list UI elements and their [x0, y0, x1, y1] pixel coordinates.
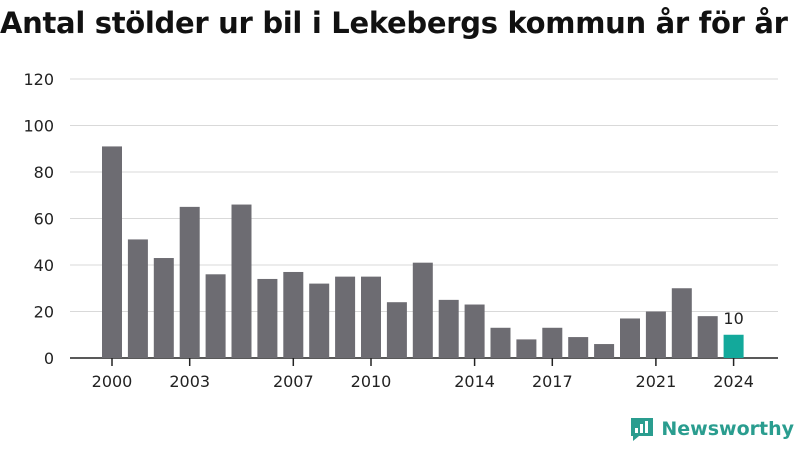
brand-name: Newsworthy [661, 418, 794, 440]
brand-footer: Newsworthy [629, 414, 794, 444]
x-tick-label: 2010 [351, 372, 392, 391]
y-tick-label: 120 [23, 70, 54, 89]
bar-2004 [205, 274, 226, 358]
bar-2020 [620, 318, 640, 358]
bar-2014 [464, 304, 485, 358]
bar-2022 [671, 288, 692, 358]
y-tick-label: 40 [34, 256, 54, 275]
bar-2001 [127, 239, 148, 358]
y-axis-ticks: 0 20 40 60 80 100 120 [23, 70, 54, 368]
bar-2003 [179, 206, 200, 358]
x-tick-label: 2024 [713, 372, 754, 391]
bar-2023 [697, 316, 718, 358]
y-tick-label: 20 [34, 303, 54, 322]
y-tick-label: 0 [44, 349, 54, 368]
bar-2009 [335, 276, 356, 358]
bar-2008 [309, 283, 330, 358]
x-tick-label: 2017 [532, 372, 573, 391]
y-tick-label: 60 [34, 210, 54, 229]
data-label-2024: 10 [723, 309, 743, 328]
bars [102, 146, 744, 358]
bar-2024 [723, 334, 744, 358]
bar-2010 [361, 276, 381, 358]
bar-2005 [231, 204, 252, 358]
bar-2012 [412, 262, 433, 358]
newsworthy-logo-icon [631, 418, 654, 441]
bar-2015 [490, 327, 511, 358]
bar-2019 [594, 344, 615, 358]
x-axis-ticks: 2000 2003 2007 2010 2014 2017 2021 2024 [92, 358, 754, 391]
x-tick-label: 2007 [273, 372, 314, 391]
bar-2017 [542, 327, 563, 358]
bar-2018 [568, 337, 589, 358]
data-labels: 10 [723, 309, 743, 328]
x-tick-label: 2014 [454, 372, 495, 391]
chart-title: Antal stölder ur bil i Lekebergs kommun … [0, 6, 788, 40]
bar-2016 [516, 339, 537, 358]
bar-2013 [438, 299, 459, 358]
y-tick-label: 100 [23, 117, 54, 136]
bar-2002 [153, 258, 174, 358]
x-tick-label: 2003 [169, 372, 210, 391]
bar-2021 [645, 311, 666, 358]
bar-2011 [386, 302, 407, 358]
bar-2006 [257, 278, 278, 358]
y-tick-label: 80 [34, 163, 54, 182]
x-tick-label: 2021 [636, 372, 677, 391]
bar-2000 [102, 146, 122, 358]
bar-2007 [283, 271, 304, 358]
x-tick-label: 2000 [92, 372, 133, 391]
